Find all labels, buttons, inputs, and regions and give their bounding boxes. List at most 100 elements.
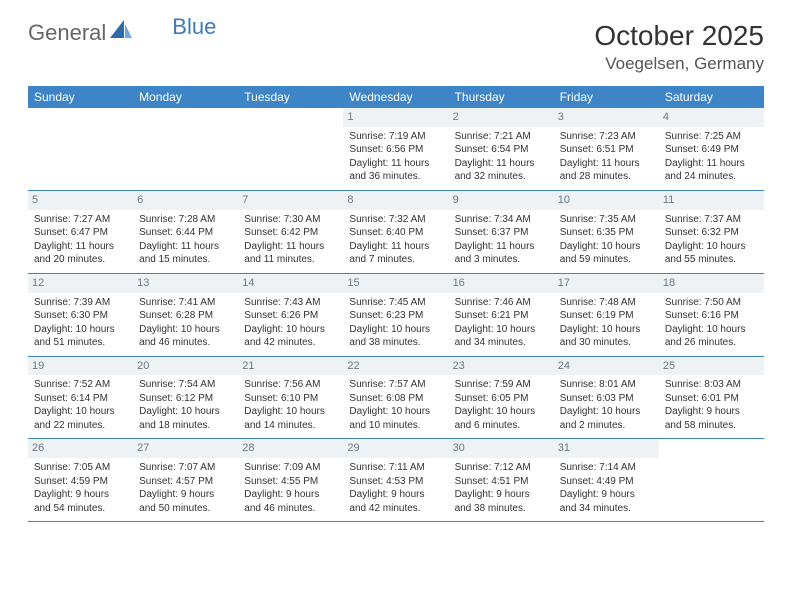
week-row: 5Sunrise: 7:27 AMSunset: 6:47 PMDaylight… xyxy=(28,191,764,274)
day-info-line: and 46 minutes. xyxy=(244,502,337,516)
day-info-line: and 24 minutes. xyxy=(665,170,758,184)
day-cell: 19Sunrise: 7:52 AMSunset: 6:14 PMDayligh… xyxy=(28,357,133,439)
day-number: 13 xyxy=(133,274,238,293)
day-info-line: Sunset: 6:08 PM xyxy=(349,392,442,406)
day-info-line: Daylight: 11 hours xyxy=(349,157,442,171)
day-number: 17 xyxy=(554,274,659,293)
day-info-line: Daylight: 10 hours xyxy=(560,240,653,254)
day-info-line: Daylight: 10 hours xyxy=(665,323,758,337)
day-cell: 11Sunrise: 7:37 AMSunset: 6:32 PMDayligh… xyxy=(659,191,764,273)
day-cell: 14Sunrise: 7:43 AMSunset: 6:26 PMDayligh… xyxy=(238,274,343,356)
day-info-line: and 51 minutes. xyxy=(34,336,127,350)
day-info-line: Sunrise: 7:05 AM xyxy=(34,461,127,475)
logo-sail-icon xyxy=(110,20,134,46)
day-cell: 25Sunrise: 8:03 AMSunset: 6:01 PMDayligh… xyxy=(659,357,764,439)
day-info-line: Sunset: 6:51 PM xyxy=(560,143,653,157)
day-info-line: Sunset: 6:47 PM xyxy=(34,226,127,240)
day-info-line: and 38 minutes. xyxy=(455,502,548,516)
day-info-line: and 58 minutes. xyxy=(665,419,758,433)
week-row: 1 Sunrise: 7:19 AMSunset: 6:56 PMDaylight… xyxy=(28,108,764,191)
day-number: 3 xyxy=(554,108,659,127)
day-info-line: and 34 minutes. xyxy=(455,336,548,350)
day-number: 21 xyxy=(238,357,343,376)
day-info-line: Sunset: 6:01 PM xyxy=(665,392,758,406)
day-info-line: and 11 minutes. xyxy=(244,253,337,267)
day-info-line: Daylight: 11 hours xyxy=(244,240,337,254)
day-info-line: Sunrise: 7:23 AM xyxy=(560,130,653,144)
day-info-line: Sunrise: 7:30 AM xyxy=(244,213,337,227)
day-info-line: and 15 minutes. xyxy=(139,253,232,267)
day-info-line: Sunrise: 7:41 AM xyxy=(139,296,232,310)
day-number: 5 xyxy=(28,191,133,210)
day-info-line: and 32 minutes. xyxy=(455,170,548,184)
day-info-line: and 22 minutes. xyxy=(34,419,127,433)
weeks-container: 1Sunrise: 7:19 AMSunset: 6:56 PMDaylight… xyxy=(28,108,764,522)
week-row: 26Sunrise: 7:05 AMSunset: 4:59 PMDayligh… xyxy=(28,439,764,522)
day-info-line: Daylight: 10 hours xyxy=(560,323,653,337)
title-block: October 2025 Voegelsen, Germany xyxy=(594,20,764,74)
day-cell: 9Sunrise: 7:34 AMSunset: 6:37 PMDaylight… xyxy=(449,191,554,273)
day-info-line: Daylight: 10 hours xyxy=(139,405,232,419)
day-header: Wednesday xyxy=(343,86,448,108)
header: General Blue October 2025 Voegelsen, Ger… xyxy=(28,20,764,74)
day-cell xyxy=(238,108,343,190)
day-number: 20 xyxy=(133,357,238,376)
day-info-line: and 59 minutes. xyxy=(560,253,653,267)
day-cell: 12Sunrise: 7:39 AMSunset: 6:30 PMDayligh… xyxy=(28,274,133,356)
day-info-line: Sunrise: 8:01 AM xyxy=(560,378,653,392)
day-info-line: and 54 minutes. xyxy=(34,502,127,516)
day-info-line: Sunset: 4:59 PM xyxy=(34,475,127,489)
day-info-line: Daylight: 9 hours xyxy=(244,488,337,502)
day-info-line: Sunrise: 7:39 AM xyxy=(34,296,127,310)
day-info-line: Sunset: 4:55 PM xyxy=(244,475,337,489)
day-cell: 7 Sunrise: 7:30 AMSunset: 6:42 PMDaylight… xyxy=(238,191,343,273)
day-info-line: Sunset: 6:23 PM xyxy=(349,309,442,323)
day-cell: 13Sunrise: 7:41 AMSunset: 6:28 PMDayligh… xyxy=(133,274,238,356)
day-number: 22 xyxy=(343,357,448,376)
day-info-line: Sunset: 6:54 PM xyxy=(455,143,548,157)
day-header: Thursday xyxy=(449,86,554,108)
day-info-line: Sunset: 6:16 PM xyxy=(665,309,758,323)
day-info-line: Sunrise: 7:19 AM xyxy=(349,130,442,144)
day-info-line: Sunrise: 7:09 AM xyxy=(244,461,337,475)
day-info-line: Sunset: 6:14 PM xyxy=(34,392,127,406)
day-info-line: and 28 minutes. xyxy=(560,170,653,184)
day-number: 7 xyxy=(238,191,343,210)
day-cell: 8Sunrise: 7:32 AMSunset: 6:40 PMDaylight… xyxy=(343,191,448,273)
day-info-line: Sunset: 6:37 PM xyxy=(455,226,548,240)
day-cell: 24Sunrise: 8:01 AMSunset: 6:03 PMDayligh… xyxy=(554,357,659,439)
location: Voegelsen, Germany xyxy=(594,54,764,74)
day-info-line: Sunset: 6:30 PM xyxy=(34,309,127,323)
day-info-line: Sunset: 6:44 PM xyxy=(139,226,232,240)
week-row: 19Sunrise: 7:52 AMSunset: 6:14 PMDayligh… xyxy=(28,357,764,440)
day-info-line: Daylight: 10 hours xyxy=(244,323,337,337)
day-info-line: Sunrise: 7:35 AM xyxy=(560,213,653,227)
day-cell: 23Sunrise: 7:59 AMSunset: 6:05 PMDayligh… xyxy=(449,357,554,439)
day-info-line: and 14 minutes. xyxy=(244,419,337,433)
day-cell: 30Sunrise: 7:12 AMSunset: 4:51 PMDayligh… xyxy=(449,439,554,521)
day-number: 27 xyxy=(133,439,238,458)
day-cell: 16Sunrise: 7:46 AMSunset: 6:21 PMDayligh… xyxy=(449,274,554,356)
day-info-line: Sunset: 6:10 PM xyxy=(244,392,337,406)
logo-text-general: General xyxy=(28,20,106,46)
logo-text-blue: Blue xyxy=(172,14,216,40)
day-info-line: Sunset: 6:42 PM xyxy=(244,226,337,240)
day-info-line: Sunset: 6:56 PM xyxy=(349,143,442,157)
day-info-line: Sunset: 4:53 PM xyxy=(349,475,442,489)
day-number: 1 xyxy=(343,108,448,127)
day-cell: 1 Sunrise: 7:19 AMSunset: 6:56 PMDaylight… xyxy=(343,108,448,190)
day-number: 11 xyxy=(659,191,764,210)
day-info-line: and 2 minutes. xyxy=(560,419,653,433)
day-cell: 4Sunrise: 7:25 AMSunset: 6:49 PMDaylight… xyxy=(659,108,764,190)
day-info-line: Sunrise: 7:52 AM xyxy=(34,378,127,392)
day-number: 4 xyxy=(659,108,764,127)
day-info-line: Sunset: 6:03 PM xyxy=(560,392,653,406)
day-info-line: and 50 minutes. xyxy=(139,502,232,516)
day-info-line: Sunrise: 8:03 AM xyxy=(665,378,758,392)
calendar-page: General Blue October 2025 Voegelsen, Ger… xyxy=(0,0,792,542)
day-cell: 31Sunrise: 7:14 AMSunset: 4:49 PMDayligh… xyxy=(554,439,659,521)
calendar: Sunday Monday Tuesday Wednesday Thursday… xyxy=(28,86,764,522)
day-info-line: Daylight: 10 hours xyxy=(349,323,442,337)
day-cell: 15Sunrise: 7:45 AMSunset: 6:23 PMDayligh… xyxy=(343,274,448,356)
day-info-line: Sunrise: 7:32 AM xyxy=(349,213,442,227)
